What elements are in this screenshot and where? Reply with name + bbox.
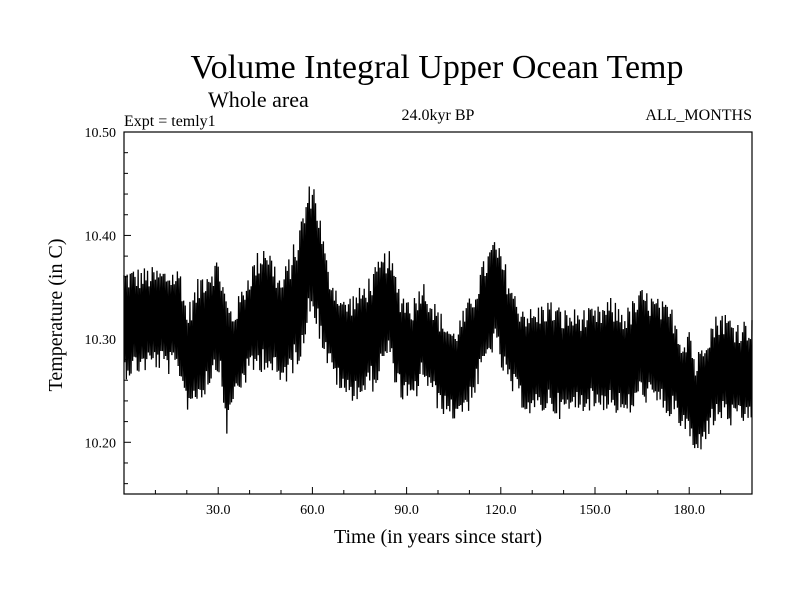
x-tick-label: 60.0 — [300, 503, 325, 518]
chart-subtitle: Whole area — [208, 87, 309, 112]
x-tick-label: 180.0 — [673, 503, 705, 518]
experiment-label: Expt = temly1 — [124, 113, 216, 130]
months-label: ALL_MONTHS — [645, 107, 752, 124]
y-ticks: 10.20 10.30 10.40 10.50 — [85, 126, 131, 485]
period-label: 24.0kyr BP — [402, 107, 475, 124]
x-tick-label: 150.0 — [579, 503, 611, 518]
series-group — [123, 186, 753, 450]
x-tick-label: 30.0 — [206, 503, 231, 518]
x-ticks: 30.0 60.0 90.0 120.0 150.0 180.0 — [154, 487, 722, 518]
y-axis-label: Temperature (in C) — [45, 239, 67, 392]
y-tick-label: 10.40 — [85, 229, 117, 244]
series-line-temly1 — [123, 186, 753, 450]
x-tick-label: 90.0 — [394, 503, 419, 518]
y-tick-label: 10.50 — [85, 126, 117, 141]
y-tick-label: 10.30 — [85, 333, 117, 348]
x-axis-label: Time (in years since start) — [334, 526, 542, 548]
x-tick-label: 120.0 — [485, 503, 517, 518]
chart-title: Volume Integral Upper Ocean Temp — [191, 49, 684, 86]
y-tick-label: 10.20 — [85, 436, 117, 451]
